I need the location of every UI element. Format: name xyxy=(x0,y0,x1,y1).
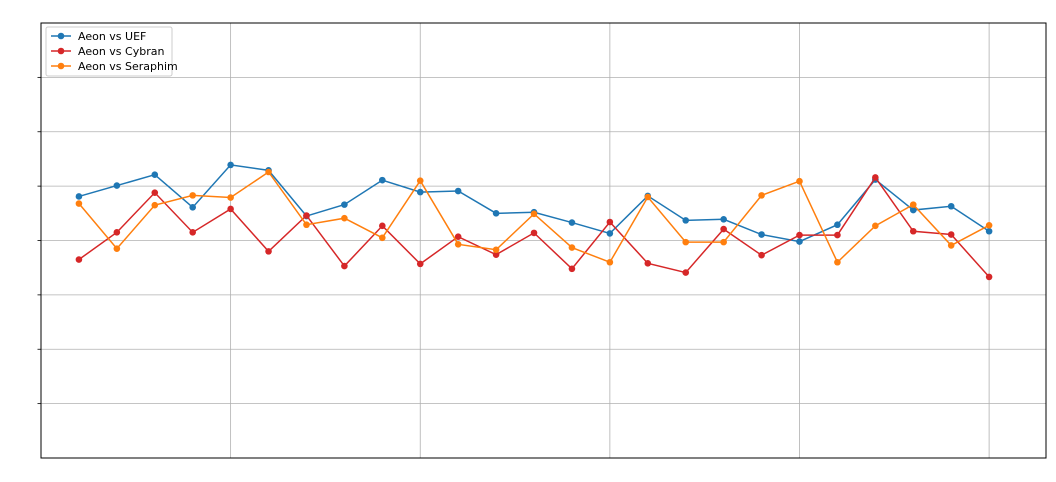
series-group xyxy=(75,161,993,281)
data-point xyxy=(568,219,576,226)
data-point xyxy=(75,193,83,200)
data-point xyxy=(416,260,424,268)
data-point xyxy=(872,174,879,181)
data-point xyxy=(416,188,424,196)
legend-box xyxy=(45,26,173,77)
data-point xyxy=(379,234,386,242)
data-point xyxy=(341,214,348,222)
data-point xyxy=(606,258,614,266)
data-point xyxy=(265,248,272,255)
data-point xyxy=(947,202,955,210)
data-point xyxy=(227,205,234,213)
data-point xyxy=(265,168,272,176)
data-point xyxy=(492,251,500,258)
data-point xyxy=(834,221,841,229)
data-point xyxy=(454,233,462,240)
data-point xyxy=(492,246,500,254)
data-point xyxy=(341,201,348,208)
data-point xyxy=(606,230,614,237)
data-point xyxy=(568,265,576,273)
data-point xyxy=(985,227,993,235)
legend-label: Aeon vs Cybran xyxy=(78,45,164,58)
legend: Aeon vs UEF Aeon vs Cybran Aeon vs Seraphi… xyxy=(45,26,178,77)
data-point xyxy=(113,182,121,189)
data-point xyxy=(113,229,121,236)
data-point xyxy=(227,194,234,201)
data-point xyxy=(189,204,196,211)
data-point xyxy=(227,161,234,169)
data-point xyxy=(75,256,83,263)
legend-label: Aeon vs Seraphim xyxy=(78,60,178,73)
grid-lines xyxy=(40,23,1046,458)
data-point xyxy=(568,244,576,251)
data-point xyxy=(909,206,917,214)
data-point xyxy=(341,262,348,270)
data-point xyxy=(416,177,424,184)
data-point xyxy=(909,201,917,208)
data-point xyxy=(151,201,159,209)
data-point xyxy=(985,221,993,229)
data-point xyxy=(189,229,196,236)
data-point xyxy=(872,222,879,230)
data-point xyxy=(796,177,803,185)
data-point xyxy=(75,200,83,207)
data-point xyxy=(151,171,159,179)
data-point xyxy=(303,221,310,229)
data-point xyxy=(606,218,614,226)
legend-marker xyxy=(57,47,65,55)
legend-marker xyxy=(57,62,65,70)
data-point xyxy=(189,192,196,199)
data-point xyxy=(758,231,765,238)
data-point xyxy=(303,212,310,219)
data-point xyxy=(758,251,765,259)
data-point xyxy=(682,269,690,276)
data-point xyxy=(644,193,652,201)
data-point xyxy=(985,273,993,281)
data-point xyxy=(379,176,386,184)
data-point xyxy=(644,260,652,267)
data-point xyxy=(113,245,121,252)
data-point xyxy=(909,227,917,235)
data-point xyxy=(492,210,500,217)
data-point xyxy=(720,215,727,223)
data-point xyxy=(454,241,462,248)
data-point xyxy=(151,189,159,196)
data-point xyxy=(758,192,765,199)
axis-ticks xyxy=(37,76,41,405)
data-point xyxy=(834,231,841,239)
data-point xyxy=(454,187,462,195)
series-line-2 xyxy=(78,176,990,278)
data-point xyxy=(720,238,727,246)
data-point xyxy=(796,238,803,245)
data-point xyxy=(834,258,841,266)
data-point xyxy=(682,238,690,246)
data-point xyxy=(682,217,690,224)
data-point xyxy=(947,242,955,249)
data-point xyxy=(530,210,538,218)
data-point xyxy=(379,222,386,230)
data-point xyxy=(720,225,727,233)
legend-label: Aeon vs UEF xyxy=(78,30,146,43)
data-point xyxy=(796,231,803,239)
data-point xyxy=(947,231,955,238)
legend-marker xyxy=(57,32,65,40)
data-point xyxy=(530,229,538,237)
